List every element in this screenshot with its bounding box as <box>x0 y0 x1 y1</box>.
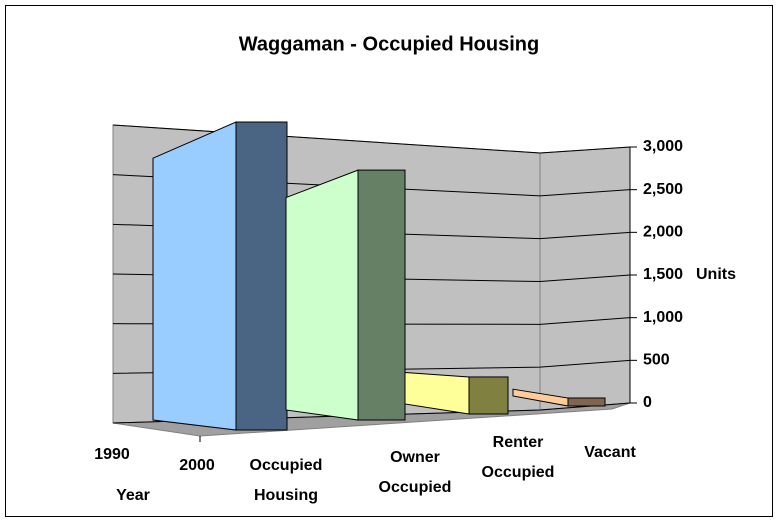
label-line: Occupied <box>482 464 555 481</box>
depth-label: 2000 <box>179 457 215 474</box>
label-line: Vacant <box>584 444 636 461</box>
bar <box>285 169 406 421</box>
x-tick-label: Vacant <box>584 444 636 461</box>
bar-front <box>567 397 606 407</box>
bar <box>152 121 288 431</box>
label-line: Renter <box>493 434 544 451</box>
label-line: Occupied <box>379 479 452 496</box>
y-tick-label: 500 <box>643 352 670 369</box>
y-tick-label: 2,500 <box>643 181 683 198</box>
depth-label: 1990 <box>94 446 130 463</box>
bar-side <box>285 169 359 421</box>
bar-front <box>357 169 406 421</box>
y-tick-label: 1,000 <box>643 309 683 326</box>
bar-front <box>468 376 509 415</box>
x-tick-label: Renter Occupied <box>482 434 555 481</box>
x-tick-label: Owner Occupied <box>379 449 452 496</box>
y-tick-label: 2,000 <box>643 224 683 241</box>
label-line: Owner <box>390 449 440 466</box>
label-line: Occupied <box>250 457 323 474</box>
y-axis-label: Units <box>696 266 736 283</box>
chart-title: Waggaman - Occupied Housing <box>239 33 539 55</box>
bar-side <box>152 121 237 431</box>
bar <box>404 371 509 415</box>
y-tick-label: 1,500 <box>643 266 683 283</box>
y-tick-label: 0 <box>643 394 652 411</box>
x-tick-label: Occupied Housing <box>250 457 323 504</box>
bar <box>512 388 606 407</box>
y-tick-label: 3,000 <box>643 138 683 155</box>
label-line: Housing <box>254 487 318 504</box>
depth-axis-label: Year <box>116 487 150 504</box>
bar-front <box>235 121 288 431</box>
